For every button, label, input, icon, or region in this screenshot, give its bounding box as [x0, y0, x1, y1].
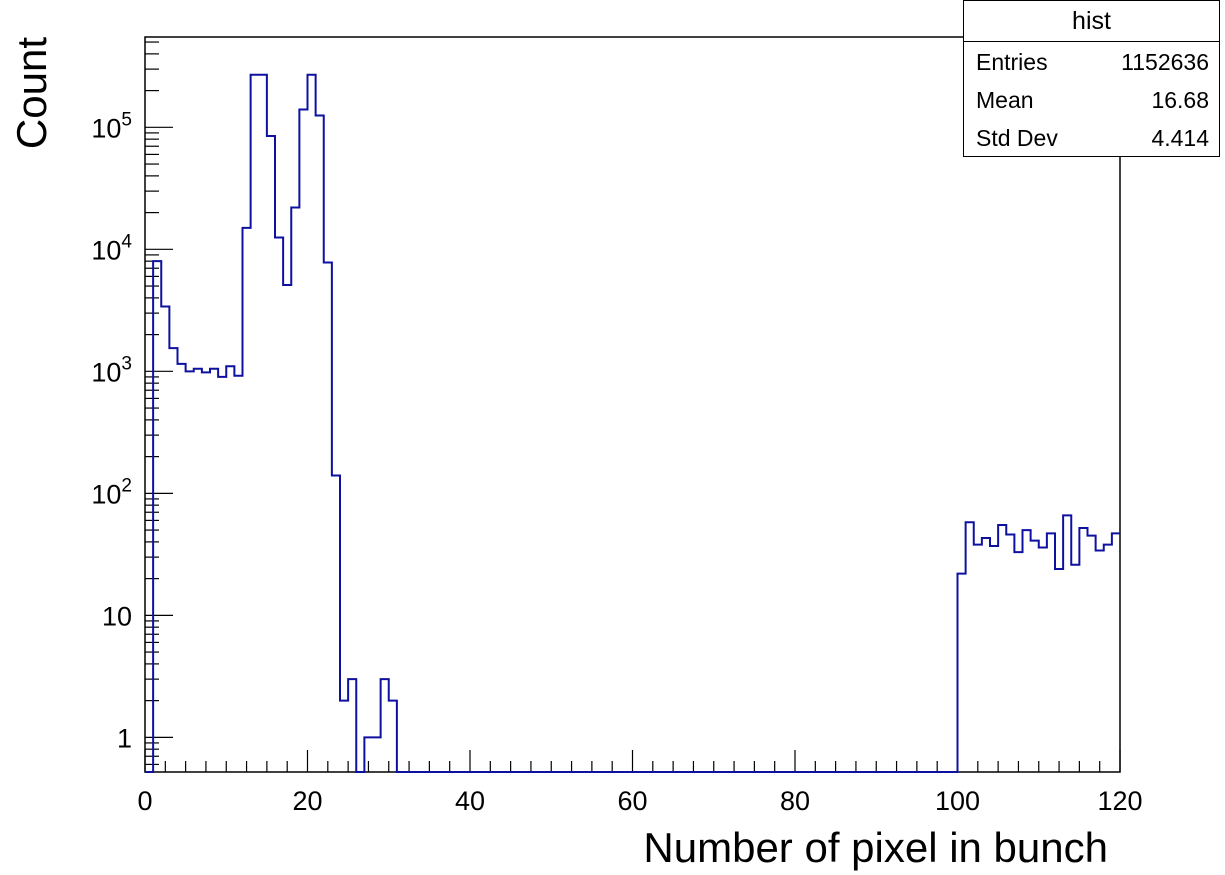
y-tick-label: 1 — [117, 723, 132, 753]
stats-value: 16.68 — [1151, 87, 1209, 113]
x-tick-label: 60 — [617, 786, 647, 816]
x-tick-label: 100 — [935, 786, 980, 816]
x-tick-label: 80 — [780, 786, 810, 816]
tick-labels: 0 20 40 60 80 100 120 1 10 102 103 104 105 — [91, 109, 1142, 816]
y-tick-label: 104 — [91, 231, 132, 265]
stats-label: Mean — [976, 87, 1034, 113]
y-tick-label: 10 — [102, 601, 132, 631]
y-tick-label: 103 — [91, 353, 132, 387]
stats-box: hist Entries 1152636 Mean 16.68 Std Dev … — [963, 0, 1220, 157]
x-tick-label: 40 — [455, 786, 485, 816]
stats-row-std-dev: Std Dev 4.414 — [964, 118, 1219, 156]
y-axis-label: Count — [8, 37, 55, 149]
axis-ticks — [144, 41, 1121, 772]
stats-label: Entries — [976, 49, 1048, 75]
y-tick-label: 102 — [91, 475, 132, 509]
stats-title: hist — [964, 1, 1219, 42]
stats-label: Std Dev — [976, 125, 1058, 151]
x-tick-label: 20 — [292, 786, 322, 816]
x-tick-label: 0 — [137, 786, 152, 816]
histogram-line — [145, 73, 1120, 773]
y-tick-label: 105 — [91, 109, 132, 143]
x-tick-label: 120 — [1097, 786, 1142, 816]
stats-row-entries: Entries 1152636 — [964, 42, 1219, 80]
stats-row-mean: Mean 16.68 — [964, 80, 1219, 118]
x-axis-label: Number of pixel in bunch — [643, 824, 1108, 871]
stats-value: 4.414 — [1151, 125, 1209, 151]
stats-value: 1152636 — [1121, 49, 1209, 75]
